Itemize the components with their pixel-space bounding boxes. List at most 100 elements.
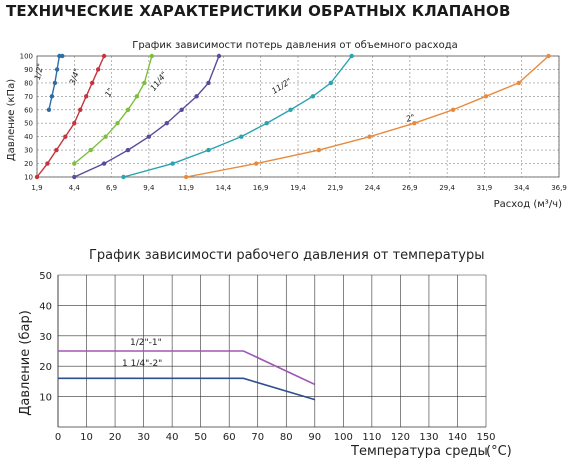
chart1-series-4-point [310, 94, 316, 99]
chart1-series-1-point [84, 94, 89, 99]
chart2-x-tick-label: 110 [362, 432, 381, 443]
chart1-x-tick-label: 29,4 [439, 184, 455, 192]
chart1-series-label: 11/4" [149, 70, 169, 93]
chart1-y-tick-label: 20 [24, 160, 33, 168]
chart1-ylabel: Давление (кПа) [6, 79, 17, 161]
pressure-loss-chart: График зависимости потерь давления от об… [6, 40, 567, 210]
chart2-x-tick-label: 80 [280, 432, 293, 443]
chart1-axes: 1,9 4,4 6,9 9,4 11,9 14,4 16,9 19,4 21,9 24,4 26,9… [20, 53, 567, 193]
pressure-temperature-chart: График зависимости рабочего давления от … [18, 248, 512, 459]
chart1-series-label: 3/4" [68, 67, 82, 86]
chart2-series-label: 1/2"-1" [130, 338, 162, 348]
chart1-series-5-point [316, 147, 322, 153]
chart1-series-3-point [164, 121, 169, 126]
chart2-x-tick-label: 70 [251, 432, 264, 443]
chart1-series-1-point [63, 134, 68, 139]
chart2-x-tick-label: 130 [419, 432, 438, 443]
chart1-series-0-point [49, 94, 55, 99]
chart2-x-tick-label: 140 [448, 432, 467, 443]
chart2-x-tick-label: 30 [137, 432, 150, 443]
chart1-y-tick-label: 100 [20, 53, 33, 61]
chart1-series-3-point [146, 134, 152, 139]
chart1-series-4-point [170, 161, 175, 166]
chart1-series-4-point [206, 147, 211, 153]
chart1-series-5-point [367, 134, 372, 139]
chart1-series-2-point [134, 94, 140, 99]
chart1-series-3-point [72, 174, 77, 180]
chart2-series [58, 350, 316, 401]
chart1-y-tick-label: 10 [24, 174, 33, 182]
chart1-series-label: 2" [405, 113, 416, 124]
chart1-grid [36, 55, 560, 178]
chart1-series-line-5 [186, 55, 550, 178]
chart1-series-label: 11/2" [270, 76, 293, 95]
chart1-series-3-point [194, 94, 199, 99]
chart1-series-1-point [95, 67, 101, 72]
chart1-x-tick-label: 1,9 [31, 184, 42, 192]
chart1-series-3-point [101, 161, 107, 166]
chart2-ylabel: Давление (бар) [18, 310, 33, 416]
chart1-y-tick-label: 90 [24, 66, 33, 74]
chart1-x-tick-label: 31,9 [477, 184, 493, 192]
chart1-frame [36, 55, 560, 178]
chart2-x-tick-label: 90 [308, 432, 321, 443]
chart2-x-tick-label: 50 [194, 432, 207, 443]
chart1-series-label: 1/2" [33, 63, 45, 81]
chart1-series-4-point [328, 80, 334, 86]
chart1-y-tick-label: 40 [24, 133, 33, 141]
chart2-title: График зависимости рабочего давления от … [89, 248, 484, 263]
chart1-series-3-point [179, 107, 184, 112]
chart2-y-tick-label: 20 [39, 362, 52, 373]
chart1-series-4-point [239, 134, 244, 139]
chart2-x-tick-label: 100 [334, 432, 353, 443]
chart1-y-tick-label: 80 [24, 79, 33, 87]
chart1-xlabel: Расход (м³/ч) [494, 199, 563, 210]
chart2-series-line-0 [58, 350, 316, 386]
chart2-axes: 0 10 20 30 40 50 60 70 80 90 100 110 120 130 140 150 10 2… [39, 271, 495, 443]
chart1-series-2-point [103, 134, 108, 139]
chart1-x-tick-label: 9,4 [143, 184, 155, 192]
chart1-series-line-2 [73, 55, 153, 165]
chart1-series-2-point [125, 107, 131, 112]
chart2-xlabel: Температура среды [350, 444, 488, 459]
chart1-series-2-point [88, 147, 93, 153]
chart2-series-line-1 [58, 377, 316, 401]
chart2-x-tick-label: 20 [109, 432, 122, 443]
chart1-series-4-point [349, 53, 354, 59]
chart1-series-5-point [546, 53, 551, 59]
chart2-series-labels: 1/2"-1" 1 1/4"-2" [122, 338, 162, 369]
chart2-y-tick-label: 50 [39, 271, 52, 282]
chart2-y-tick-label: 10 [39, 393, 52, 404]
chart1-series-1-point [45, 161, 50, 166]
chart1-series-1-point [89, 80, 95, 86]
chart1-y-tick-label: 50 [24, 120, 33, 128]
chart1-series-1-point [101, 53, 107, 59]
chart1-series-2-point [115, 121, 120, 126]
chart1-series-5-point [483, 94, 489, 99]
chart1-series-2-point [142, 80, 147, 86]
chart2-x-tick-label: 40 [166, 432, 179, 443]
chart2-x-tick-label: 120 [391, 432, 410, 443]
chart2-y-tick-label: 30 [39, 332, 52, 343]
chart1-series-0-point [46, 107, 52, 112]
chart1-y-tick-label: 30 [24, 147, 33, 155]
chart2-x-tick-label: 150 [476, 432, 495, 443]
chart1-x-tick-label: 16,9 [253, 184, 269, 192]
chart1-series-3-point [206, 80, 211, 86]
chart1-series-3-point [125, 147, 131, 153]
chart1-x-tick-label: 19,4 [290, 184, 306, 192]
chart1-series-5-point [516, 80, 521, 86]
chart2-grid [57, 274, 487, 427]
chart1-title: График зависимости потерь давления от об… [132, 40, 458, 51]
chart1-series-label: 1" [103, 86, 115, 98]
chart2-x-tick-label: 10 [80, 432, 93, 443]
chart1-series-1-point [54, 147, 59, 153]
chart1-series-1-point [78, 107, 83, 112]
chart1-series-1-point [34, 174, 40, 180]
chart1-series-4-point [121, 174, 126, 180]
chart1-x-tick-label: 4,4 [69, 184, 81, 192]
chart1-x-tick-label: 11,9 [178, 184, 194, 192]
chart1-series-0-point [52, 80, 58, 86]
chart1-x-tick-label: 26,9 [402, 184, 418, 192]
chart1-series-4-point [288, 107, 293, 112]
